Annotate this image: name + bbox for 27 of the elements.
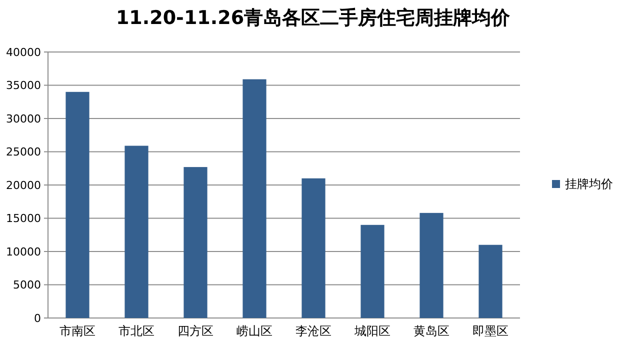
y-tick-label: 40000 — [6, 46, 41, 59]
x-tick-label: 城阳区 — [354, 324, 390, 338]
bar — [478, 244, 502, 318]
y-tick-label: 10000 — [6, 245, 41, 258]
bar — [302, 178, 326, 318]
y-tick-label: 20000 — [6, 178, 41, 192]
bar — [124, 146, 148, 318]
x-tick-label: 四方区 — [178, 324, 214, 338]
y-tick-label: 15000 — [6, 212, 41, 226]
y-tick-label: 30000 — [6, 112, 41, 126]
chart-title: 11.20-11.26青岛各区二手房住宅周挂牌均价 — [116, 7, 512, 29]
x-tick-label: 李沧区 — [296, 324, 332, 338]
bar — [420, 212, 444, 318]
legend-label: 挂牌均价 — [565, 177, 613, 192]
bar — [66, 92, 90, 318]
bar — [184, 167, 208, 318]
bar — [360, 224, 384, 318]
y-tick-label: 5000 — [13, 278, 41, 292]
x-tick-label: 即墨区 — [472, 324, 508, 338]
x-tick-label: 黄岛区 — [414, 324, 450, 338]
x-tick-label: 市南区 — [60, 324, 96, 338]
y-tick-label: 25000 — [6, 146, 41, 159]
x-tick-label: 市北区 — [118, 324, 154, 338]
bar — [242, 79, 266, 318]
y-tick-label: 35000 — [6, 79, 41, 92]
y-tick-label: 0 — [34, 312, 41, 325]
x-tick-label: 崂山区 — [236, 324, 272, 338]
